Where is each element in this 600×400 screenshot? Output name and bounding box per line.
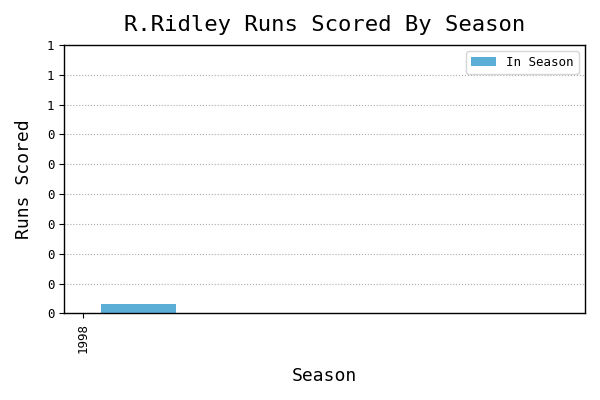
- Bar: [101, 304, 176, 313]
- Legend: In Season: In Season: [466, 51, 579, 74]
- X-axis label: Season: Season: [292, 367, 357, 385]
- Y-axis label: Runs Scored: Runs Scored: [15, 119, 33, 239]
- Title: R.Ridley Runs Scored By Season: R.Ridley Runs Scored By Season: [124, 15, 525, 35]
